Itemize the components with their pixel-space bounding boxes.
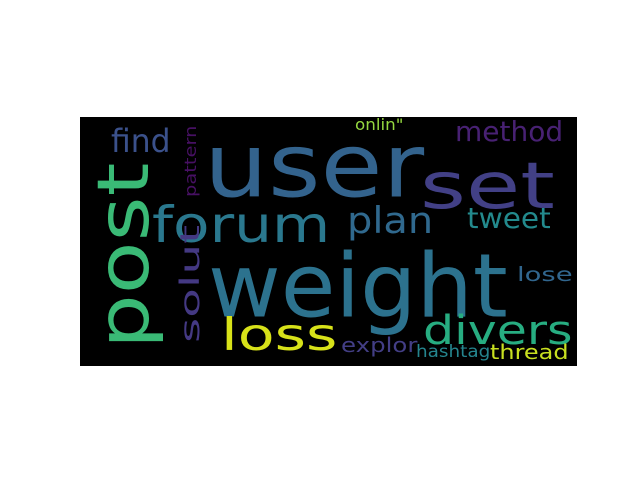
word-pattern: pattern xyxy=(181,125,200,197)
word-solut: solut xyxy=(174,224,207,343)
word-user: user xyxy=(204,117,425,219)
word-explor: explor xyxy=(341,333,418,357)
word-divers: divers xyxy=(423,307,573,355)
word-onlin: onlin" xyxy=(355,117,404,134)
word-hashtag: hashtag xyxy=(416,342,491,361)
word-find: find xyxy=(111,122,171,161)
word-weight: weight xyxy=(208,235,508,339)
word-post: post xyxy=(81,162,166,349)
word-tweet: tweet xyxy=(467,202,551,236)
word-set: set xyxy=(420,148,555,224)
word-cloud: user weight set post forum loss plan div… xyxy=(80,117,577,366)
word-lose: lose xyxy=(517,263,573,286)
word-method: method xyxy=(455,117,564,149)
word-forum: forum xyxy=(152,195,331,255)
word-plan: plan xyxy=(347,199,434,243)
word-thread: thread xyxy=(490,340,569,364)
word-loss: loss xyxy=(221,309,338,362)
